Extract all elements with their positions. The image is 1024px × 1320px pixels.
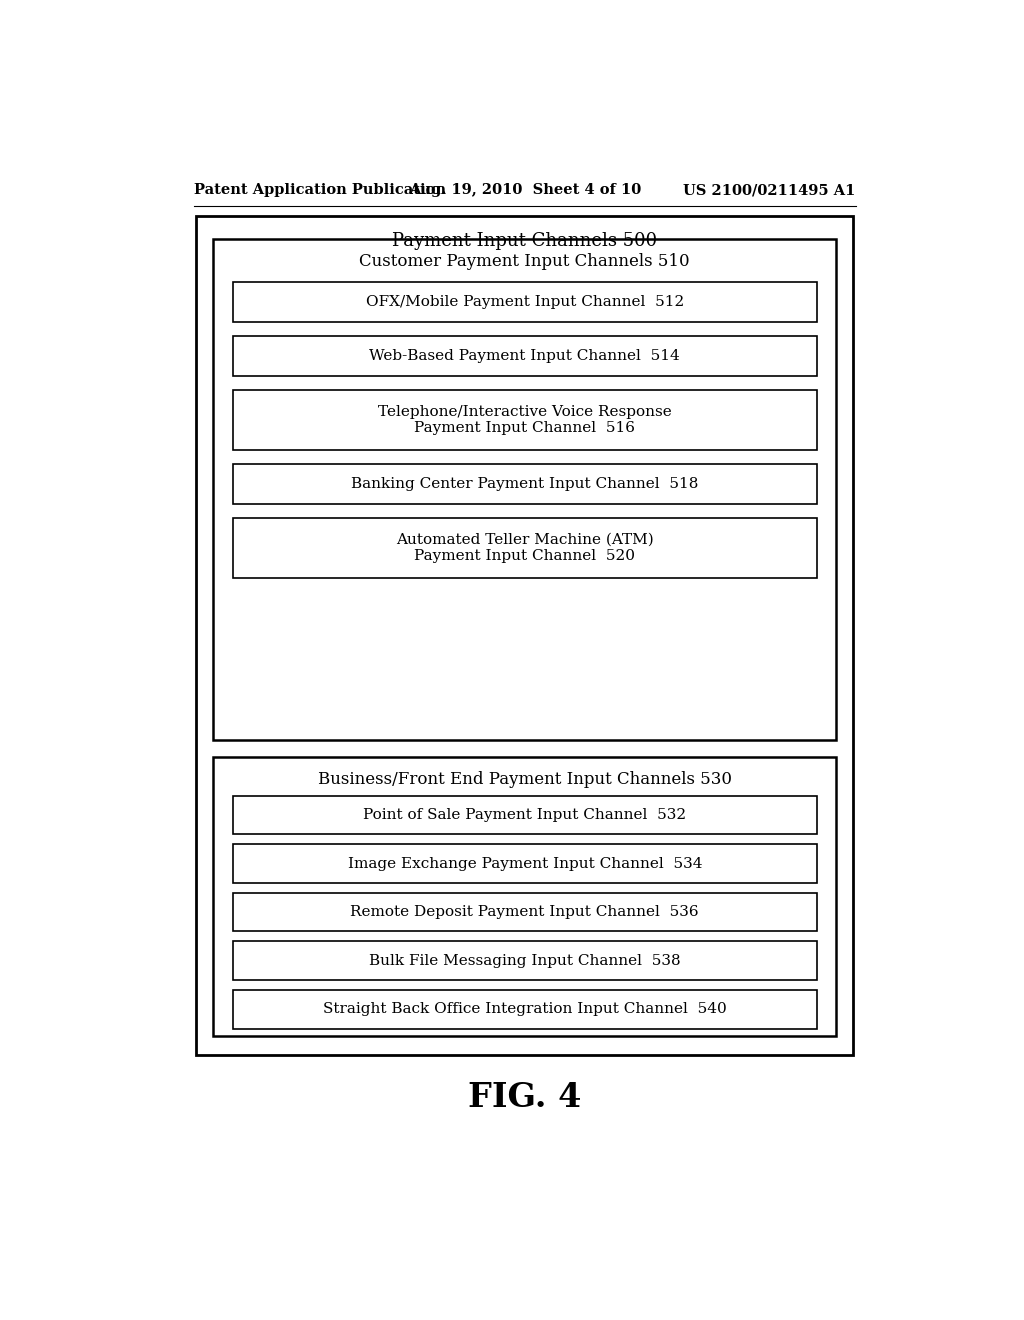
FancyBboxPatch shape [232, 517, 817, 578]
Text: Bulk File Messaging Input Channel  538: Bulk File Messaging Input Channel 538 [369, 954, 681, 968]
Text: Image Exchange Payment Input Channel  534: Image Exchange Payment Input Channel 534 [347, 857, 702, 871]
FancyBboxPatch shape [213, 239, 837, 739]
FancyBboxPatch shape [232, 845, 817, 883]
Text: FIG. 4: FIG. 4 [468, 1081, 582, 1114]
FancyBboxPatch shape [232, 282, 817, 322]
Text: Payment Input Channels 500: Payment Input Channels 500 [392, 231, 657, 249]
FancyBboxPatch shape [232, 894, 817, 932]
FancyBboxPatch shape [197, 216, 853, 1056]
Text: Banking Center Payment Input Channel  518: Banking Center Payment Input Channel 518 [351, 477, 698, 491]
FancyBboxPatch shape [213, 758, 837, 1036]
Text: Point of Sale Payment Input Channel  532: Point of Sale Payment Input Channel 532 [364, 808, 686, 822]
Text: US 2100/0211495 A1: US 2100/0211495 A1 [683, 183, 856, 197]
FancyBboxPatch shape [232, 337, 817, 376]
Text: OFX/Mobile Payment Input Channel  512: OFX/Mobile Payment Input Channel 512 [366, 296, 684, 309]
Text: Remote Deposit Payment Input Channel  536: Remote Deposit Payment Input Channel 536 [350, 906, 699, 919]
Text: Business/Front End Payment Input Channels 530: Business/Front End Payment Input Channel… [317, 771, 732, 788]
Text: Patent Application Publication: Patent Application Publication [194, 183, 445, 197]
Text: Straight Back Office Integration Input Channel  540: Straight Back Office Integration Input C… [323, 1002, 727, 1016]
Text: Telephone/Interactive Voice Response
Payment Input Channel  516: Telephone/Interactive Voice Response Pay… [378, 405, 672, 436]
Text: Automated Teller Machine (ATM)
Payment Input Channel  520: Automated Teller Machine (ATM) Payment I… [396, 533, 653, 564]
Text: Customer Payment Input Channels 510: Customer Payment Input Channels 510 [359, 253, 690, 271]
FancyBboxPatch shape [232, 391, 817, 450]
FancyBboxPatch shape [232, 796, 817, 834]
Text: Web-Based Payment Input Channel  514: Web-Based Payment Input Channel 514 [370, 350, 680, 363]
FancyBboxPatch shape [232, 941, 817, 979]
FancyBboxPatch shape [232, 465, 817, 504]
Text: Aug. 19, 2010  Sheet 4 of 10: Aug. 19, 2010 Sheet 4 of 10 [409, 183, 641, 197]
FancyBboxPatch shape [232, 990, 817, 1028]
